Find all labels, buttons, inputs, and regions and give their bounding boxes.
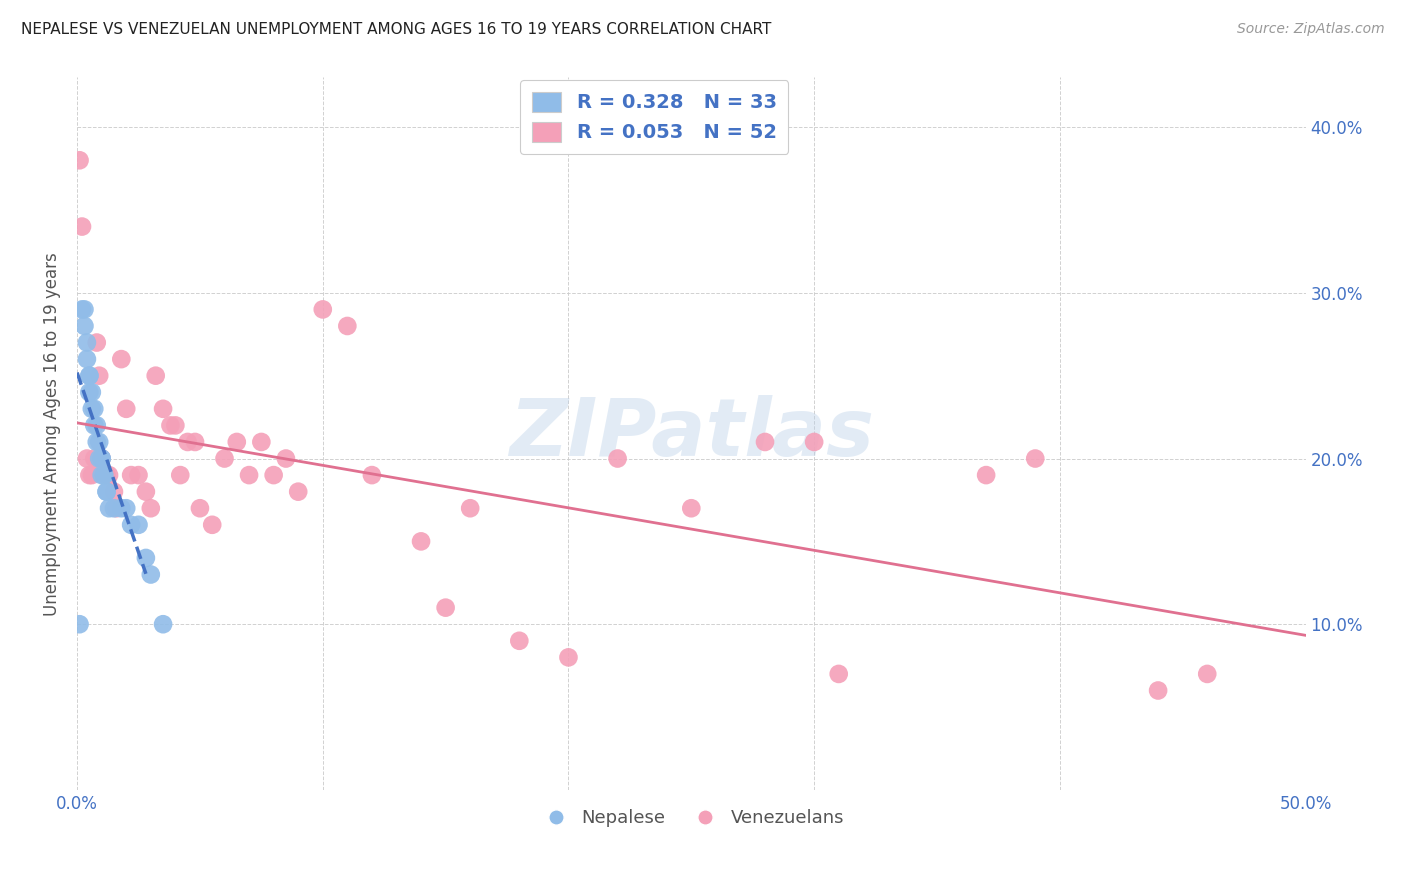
Point (90, 451, 112, 466)
Point (96, 484, 118, 499)
Point (145, 368, 167, 383)
Text: ZIPatlas: ZIPatlas (509, 394, 873, 473)
Point (557, 650, 579, 665)
Point (69, 617, 91, 632)
Point (79, 368, 101, 383)
Point (93, 468, 115, 483)
Point (754, 434, 776, 449)
Point (83, 401, 105, 416)
Point (105, 501, 128, 516)
Point (165, 418, 187, 433)
Point (974, 468, 997, 483)
Point (115, 501, 138, 516)
Text: NEPALESE VS VENEZUELAN UNEMPLOYMENT AMONG AGES 16 TO 19 YEARS CORRELATION CHART: NEPALESE VS VENEZUELAN UNEMPLOYMENT AMON… (21, 22, 772, 37)
Point (508, 633, 530, 648)
Point (135, 484, 157, 499)
Point (96, 468, 118, 483)
Point (86, 418, 108, 433)
Point (80, 385, 103, 400)
Point (86, 434, 108, 449)
Point (110, 501, 132, 516)
Point (110, 352, 132, 367)
Point (434, 600, 457, 615)
Point (120, 468, 142, 483)
Point (139, 567, 162, 582)
Point (93, 468, 115, 483)
Point (98, 468, 121, 483)
Legend: Nepalese, Venezuelans: Nepalese, Venezuelans (531, 802, 852, 834)
Point (1197, 667, 1219, 681)
Point (139, 501, 162, 516)
Point (89, 434, 111, 449)
Point (120, 517, 142, 532)
Point (409, 534, 432, 549)
Point (76, 352, 98, 367)
Point (287, 484, 309, 499)
Point (79, 385, 101, 400)
Point (83, 418, 105, 433)
Point (159, 418, 181, 433)
Point (86, 335, 108, 350)
Point (201, 517, 224, 532)
Point (79, 368, 101, 383)
Point (103, 501, 125, 516)
Point (828, 667, 851, 681)
Point (80, 468, 103, 483)
Point (458, 501, 481, 516)
Point (184, 434, 207, 449)
Point (1024, 451, 1046, 466)
Point (135, 551, 157, 566)
Point (606, 451, 628, 466)
Point (225, 434, 247, 449)
Point (803, 434, 825, 449)
Point (152, 401, 174, 416)
Point (250, 434, 273, 449)
Point (70, 219, 93, 234)
Point (70, 302, 93, 317)
Point (80, 401, 103, 416)
Point (176, 434, 198, 449)
Point (681, 501, 703, 516)
Point (79, 468, 101, 483)
Point (89, 451, 111, 466)
Point (361, 468, 384, 483)
Point (274, 451, 297, 466)
Point (89, 368, 111, 383)
Point (128, 517, 150, 532)
Point (73, 318, 96, 333)
Point (214, 451, 236, 466)
Text: Source: ZipAtlas.com: Source: ZipAtlas.com (1237, 22, 1385, 37)
Point (336, 318, 359, 333)
Point (90, 451, 112, 466)
Point (69, 153, 91, 168)
Point (128, 468, 150, 483)
Point (263, 468, 285, 483)
Point (152, 617, 174, 632)
Point (312, 302, 335, 317)
Point (83, 451, 105, 466)
Point (115, 401, 138, 416)
Point (90, 451, 112, 466)
Point (90, 468, 112, 483)
Point (76, 335, 98, 350)
Point (96, 484, 118, 499)
Point (73, 302, 96, 317)
Point (169, 468, 191, 483)
Point (76, 451, 98, 466)
Y-axis label: Unemployment Among Ages 16 to 19 years: Unemployment Among Ages 16 to 19 years (44, 252, 60, 615)
Point (98, 501, 121, 516)
Point (238, 468, 260, 483)
Point (1147, 683, 1170, 698)
Point (188, 501, 211, 516)
Point (103, 484, 125, 499)
